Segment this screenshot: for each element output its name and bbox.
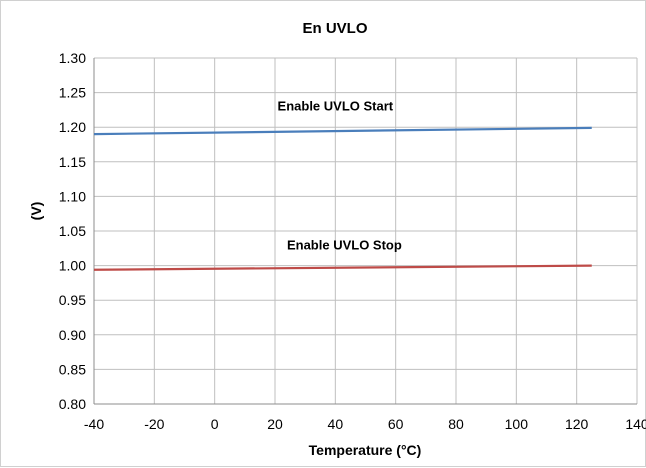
- series-label-1: Enable UVLO Stop: [287, 238, 402, 253]
- x-tick-label: 120: [565, 416, 589, 432]
- x-tick-label: 40: [328, 416, 344, 432]
- y-tick-label: 0.80: [59, 396, 86, 412]
- y-tick-label: 0.90: [59, 327, 86, 343]
- series-line-0: [93, 126, 592, 136]
- x-tick-label: 60: [388, 416, 404, 432]
- series-group: Enable UVLO Start Enable UVLO Stop: [93, 99, 592, 271]
- x-tick-label: 0: [211, 416, 219, 432]
- y-tick-label: 1.15: [59, 154, 86, 170]
- chart-title: En UVLO: [302, 20, 367, 37]
- x-tick-label: 100: [505, 416, 529, 432]
- plot-border: [93, 58, 637, 405]
- x-tick-label: -20: [144, 416, 164, 432]
- series-line-1: [93, 264, 592, 271]
- y-tick-labels: 0.80 0.85 0.90 0.95 1.00 1.05 1.10 1.15 1.20 1.25…: [59, 50, 86, 412]
- y-tick-label: 1.00: [59, 258, 86, 274]
- y-tick-label: 1.05: [59, 223, 86, 239]
- x-tick-label: 140: [625, 416, 646, 432]
- x-tick-labels: -40 -20 0 20 40 60 80 100 120 140: [84, 416, 646, 432]
- y-tick-label: 1.30: [59, 50, 86, 66]
- y-tick-label: 0.85: [59, 361, 86, 377]
- y-tick-label: 1.10: [59, 188, 86, 204]
- x-tick-label: 80: [448, 416, 464, 432]
- y-tick-label: 1.20: [59, 119, 86, 135]
- y-tick-label: 0.95: [59, 292, 86, 308]
- x-tick-label: 20: [267, 416, 283, 432]
- y-tick-label: 1.25: [59, 85, 86, 101]
- x-tick-label: -40: [84, 416, 104, 432]
- x-axis-label: Temperature (°C): [309, 442, 422, 458]
- series-label-0: Enable UVLO Start: [278, 99, 394, 114]
- y-axis-label: (V): [28, 202, 44, 221]
